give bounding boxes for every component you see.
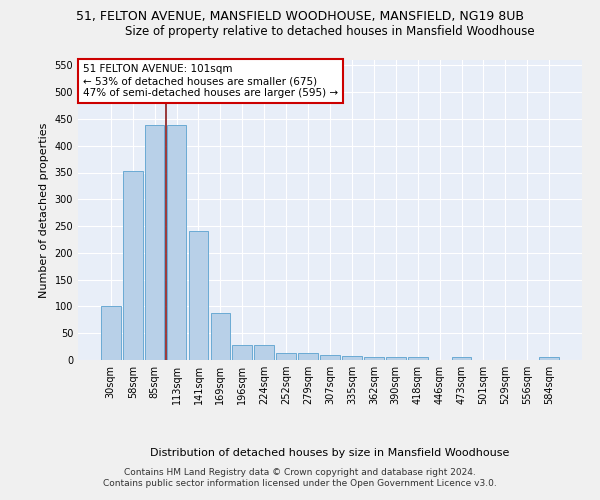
Bar [452,358,472,360]
Bar [167,126,187,360]
Bar [101,306,121,360]
Bar [211,314,230,360]
Bar [539,358,559,360]
Bar [408,358,428,360]
Bar [342,356,362,360]
Bar [188,232,208,360]
Text: Contains HM Land Registry data © Crown copyright and database right 2024.
Contai: Contains HM Land Registry data © Crown c… [103,468,497,487]
Title: Size of property relative to detached houses in Mansfield Woodhouse: Size of property relative to detached ho… [125,25,535,38]
Bar [320,354,340,360]
Y-axis label: Number of detached properties: Number of detached properties [39,122,49,298]
Text: 51 FELTON AVENUE: 101sqm
← 53% of detached houses are smaller (675)
47% of semi-: 51 FELTON AVENUE: 101sqm ← 53% of detach… [83,64,338,98]
Bar [276,352,296,360]
Bar [386,358,406,360]
Bar [123,172,143,360]
Bar [145,126,164,360]
Text: 51, FELTON AVENUE, MANSFIELD WOODHOUSE, MANSFIELD, NG19 8UB: 51, FELTON AVENUE, MANSFIELD WOODHOUSE, … [76,10,524,23]
Text: Distribution of detached houses by size in Mansfield Woodhouse: Distribution of detached houses by size … [151,448,509,458]
Bar [232,345,252,360]
Bar [364,358,384,360]
Bar [298,352,318,360]
Bar [254,345,274,360]
